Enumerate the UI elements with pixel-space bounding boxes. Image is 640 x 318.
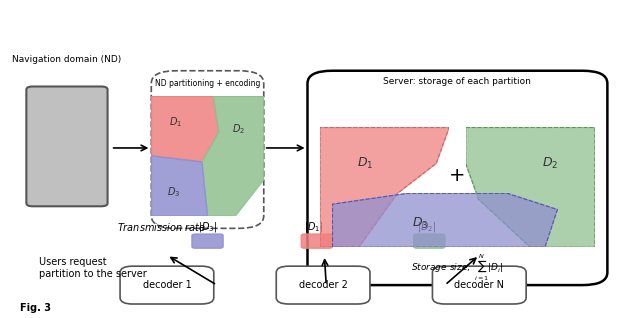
Text: decoder 2: decoder 2	[299, 280, 348, 290]
FancyBboxPatch shape	[151, 71, 264, 228]
Text: $\it{Storage\ size},\ \sum_{i=1}^{N}|D_i|$: $\it{Storage\ size},\ \sum_{i=1}^{N}|D_i…	[412, 253, 504, 283]
Text: |$D_3$|: |$D_3$|	[198, 220, 218, 234]
FancyBboxPatch shape	[192, 234, 223, 248]
FancyBboxPatch shape	[26, 86, 108, 206]
FancyBboxPatch shape	[307, 71, 607, 285]
Text: Users request
partition to the server: Users request partition to the server	[39, 257, 147, 279]
Text: ND partitioning + encoding: ND partitioning + encoding	[155, 79, 260, 88]
Text: Server: storage of each partition: Server: storage of each partition	[383, 77, 531, 86]
Text: |$D_2$|: |$D_2$|	[417, 220, 436, 234]
Text: Navigation domain (ND): Navigation domain (ND)	[12, 55, 122, 65]
Text: $\it{Transmission\ rate}$: $\it{Transmission\ rate}$	[117, 221, 206, 233]
Text: decoder 1: decoder 1	[143, 280, 191, 290]
FancyBboxPatch shape	[413, 234, 445, 248]
Text: Fig. 3: Fig. 3	[20, 303, 51, 314]
FancyBboxPatch shape	[276, 266, 370, 304]
Text: decoder N: decoder N	[454, 280, 504, 290]
FancyBboxPatch shape	[301, 234, 333, 248]
Text: +: +	[449, 166, 466, 185]
Text: |$D_1$|: |$D_1$|	[305, 220, 324, 234]
FancyBboxPatch shape	[433, 266, 526, 304]
FancyBboxPatch shape	[120, 266, 214, 304]
